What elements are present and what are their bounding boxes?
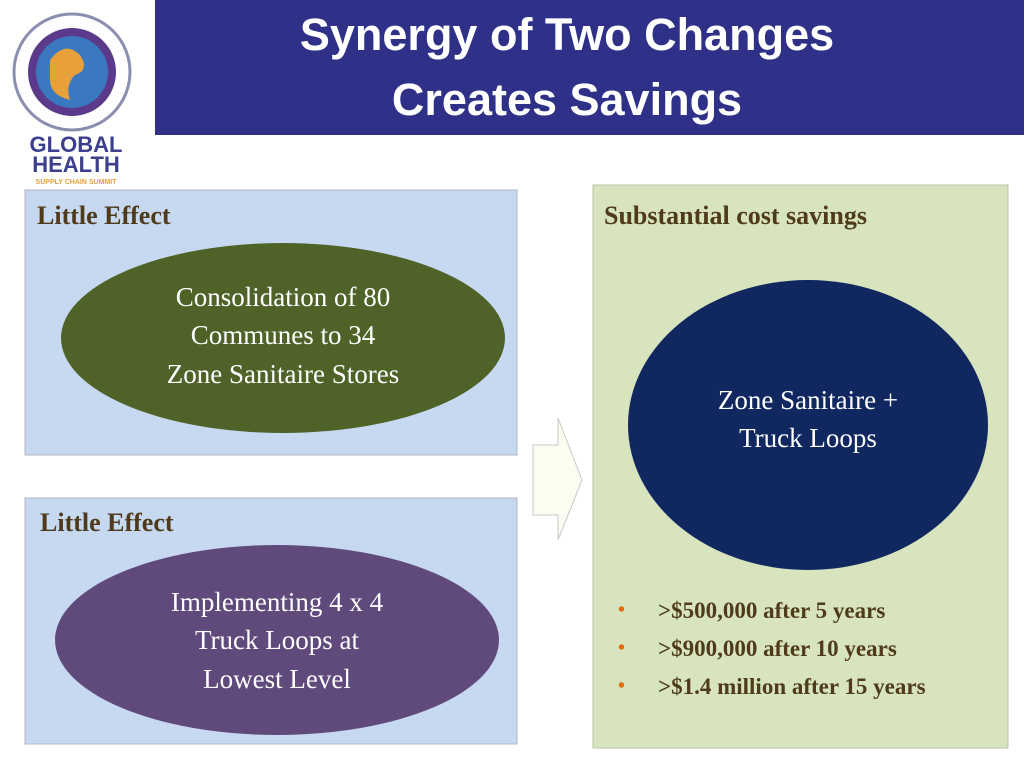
arrow (532, 417, 583, 541)
ellipse-text: Zone Sanitaire Stores (167, 359, 399, 389)
ellipse-text: Communes to 34 (191, 320, 376, 350)
bullet: >$900,000 after 10 years (618, 634, 958, 663)
bullet: >$1.4 million after 15 years (618, 672, 958, 701)
ellipse-text: Lowest Level (203, 664, 351, 694)
bullet-list: >$500,000 after 5 years >$900,000 after … (618, 596, 958, 710)
box-heading: Substantial cost savings (604, 201, 867, 230)
ellipse (61, 243, 505, 433)
bullet: >$500,000 after 5 years (618, 596, 958, 625)
title-line: Creates Savings (392, 74, 742, 125)
ellipse-text: Consolidation of 80 (176, 282, 391, 312)
box-heading: Little Effect (37, 201, 171, 230)
ellipse-text: Truck Loops at (195, 625, 360, 655)
logo-text: HEALTH (32, 152, 120, 177)
ellipse-text: Implementing 4 x 4 (171, 587, 384, 617)
circle (628, 280, 988, 570)
title-bar (155, 0, 1024, 135)
title-line: Synergy of Two Changes (300, 9, 834, 60)
logo: GLOBAL HEALTH SUPPLY CHAIN SUMMIT (12, 12, 132, 186)
ellipse (55, 545, 499, 735)
logo-text: SUPPLY CHAIN SUMMIT (36, 179, 118, 186)
ellipse-text: Truck Loops (739, 423, 877, 453)
box-heading: Little Effect (40, 508, 174, 537)
ellipse-text: Zone Sanitaire + (718, 385, 898, 415)
logo-text: GLOBAL (30, 132, 123, 157)
